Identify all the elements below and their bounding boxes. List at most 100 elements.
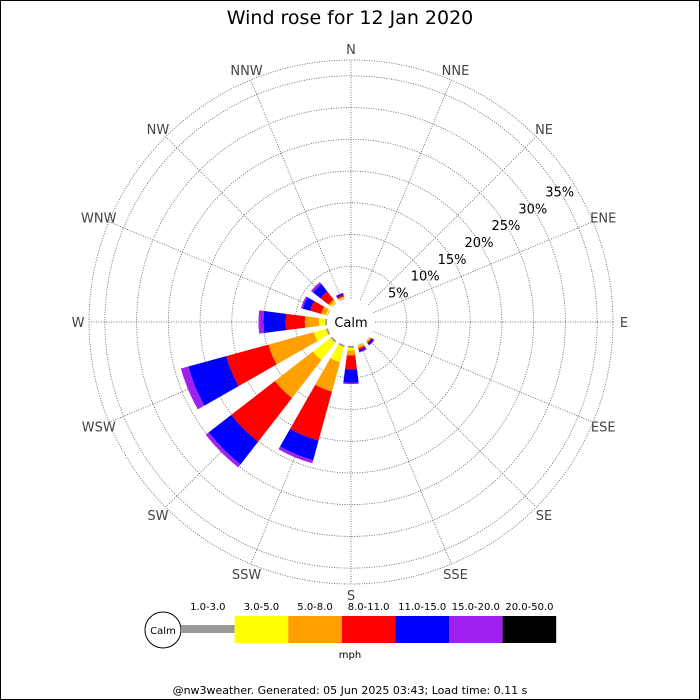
spoke-wsw <box>108 330 329 423</box>
grid-ring <box>104 75 598 569</box>
legend-swatch-3 <box>341 616 396 643</box>
legend-label-6: 20.0-50.0 <box>505 602 553 613</box>
direction-label-nne: NNE <box>442 64 470 79</box>
bar-segment-s-4 <box>343 369 359 383</box>
bar-ssw <box>278 342 345 464</box>
wind-bars <box>180 281 375 468</box>
spoke-ene <box>373 221 594 314</box>
bar-segment-wnw-4 <box>302 297 315 311</box>
bar-segment-nw-0 <box>331 302 337 308</box>
spoke-sw <box>165 338 335 508</box>
spoke-nw <box>165 136 335 306</box>
bar-segment-s-3 <box>345 355 357 370</box>
bar-segment-nw-3 <box>320 291 334 305</box>
bar-segment-s-2 <box>346 350 356 356</box>
bar-segment-sw-3 <box>231 381 292 442</box>
chart-title: Wind rose for 12 Jan 2020 <box>227 7 474 29</box>
legend-label-0: 1.0-3.0 <box>190 602 225 613</box>
calm-center: Calm <box>329 300 373 344</box>
bar-segment-sse-1 <box>357 343 364 347</box>
direction-label-ene: ENE <box>590 212 616 227</box>
direction-label-sw: SW <box>147 509 168 524</box>
legend-unit-label: mph <box>339 650 361 661</box>
percent-label: 25% <box>491 219 520 234</box>
bar-segment-sse-5 <box>359 348 367 353</box>
legend-calm-label: Calm <box>150 626 176 637</box>
bar-segment-nw-1 <box>330 301 336 307</box>
legend-swatch-0 <box>181 625 235 633</box>
percent-label: 30% <box>518 202 547 217</box>
bar-segment-sw-2 <box>274 351 322 399</box>
bar-segment-sse-4 <box>358 347 367 352</box>
speed-legend: Calm 1.0-3.0 3.0-5.0 5.0-8.0 8.0-11.0 11.0-1… <box>144 602 557 649</box>
calm-circle <box>329 300 373 344</box>
direction-label-n: N <box>346 43 356 58</box>
bar-segment-nnw-1 <box>338 297 345 301</box>
direction-label-wsw: WSW <box>82 420 116 435</box>
legend-label-2: 5.0-8.0 <box>297 602 332 613</box>
spoke-sse <box>359 344 452 565</box>
legend-label-1: 3.0-5.0 <box>244 602 279 613</box>
bar-segment-wsw-3 <box>226 344 277 387</box>
bar-segment-nw-2 <box>328 299 336 307</box>
direction-label-e: E <box>620 316 628 331</box>
percent-labels: 5%10% 15% 20% 25% 30%35% <box>388 186 574 302</box>
bar-segment-ssw-3 <box>290 384 332 441</box>
bar-segment-sse-0 <box>357 342 364 346</box>
direction-label-nnw: NNW <box>230 64 262 79</box>
bar-segment-wnw-5 <box>300 296 308 309</box>
bar-nw <box>310 281 337 308</box>
bar-wsw <box>180 328 331 410</box>
direction-label-sse: SSE <box>443 568 468 583</box>
bar-segment-se-2 <box>366 337 372 343</box>
bar-segment-se-3 <box>366 337 373 344</box>
grid-ring <box>199 170 503 474</box>
legend-swatch-6 <box>502 616 557 643</box>
direction-label-nw: NW <box>147 123 170 138</box>
direction-label-ese: ESE <box>591 420 616 435</box>
footer-text: @nw3weather. Generated: 05 Jun 2025 03:4… <box>173 684 528 697</box>
direction-label-ssw: SSW <box>232 568 262 583</box>
legend-label-3: 8.0-11.0 <box>348 602 390 613</box>
bar-w <box>258 310 328 334</box>
direction-label-w: W <box>72 316 85 331</box>
bar-segment-ssw-1 <box>330 344 345 363</box>
percent-label: 35% <box>545 186 574 201</box>
bar-segment-ssw-4 <box>279 428 319 461</box>
direction-labels: N NNE NE ENE E ESE SE SSE S SSW SW WSW W WNW NW NNW <box>72 43 629 604</box>
bar-segment-se-4 <box>367 338 374 345</box>
bar-segment-w-1 <box>318 317 326 327</box>
bar-segment-wnw-2 <box>321 306 329 316</box>
spoke-se <box>367 338 537 508</box>
bar-segment-nw-5 <box>310 281 322 293</box>
bar-segment-sse-3 <box>358 345 366 351</box>
bar-segment-ssw-0 <box>338 342 345 347</box>
bar-sw <box>205 336 337 468</box>
calm-label: Calm <box>334 316 367 331</box>
bar-segment-w-0 <box>325 318 328 326</box>
bar-segment-w-3 <box>285 313 306 331</box>
spoke-ese <box>373 330 594 423</box>
bar-segment-wsw-5 <box>180 366 205 410</box>
bar-segment-nnw-4 <box>336 293 344 298</box>
bar-segment-sw-4 <box>208 414 259 465</box>
percent-label: 20% <box>465 236 494 251</box>
spoke-ssw <box>250 344 343 565</box>
bar-segment-w-2 <box>304 316 320 328</box>
bar-segment-nw-4 <box>312 283 328 299</box>
bar-nnw <box>335 292 345 302</box>
spoke-nne <box>359 79 452 300</box>
legend-swatch-5 <box>449 616 503 643</box>
direction-label-ne: NE <box>535 123 553 138</box>
bar-segment-s-5 <box>343 382 359 385</box>
bar-segment-nnw-3 <box>337 295 344 299</box>
bar-sse <box>357 342 367 353</box>
bar-segment-se-1 <box>366 337 371 342</box>
bar-segment-sw-0 <box>330 336 337 343</box>
bar-segment-wnw-0 <box>327 309 331 316</box>
bar-segment-nnw-5 <box>335 292 344 297</box>
bar-segment-w-5 <box>258 310 265 334</box>
bar-segment-s-0 <box>347 345 355 348</box>
